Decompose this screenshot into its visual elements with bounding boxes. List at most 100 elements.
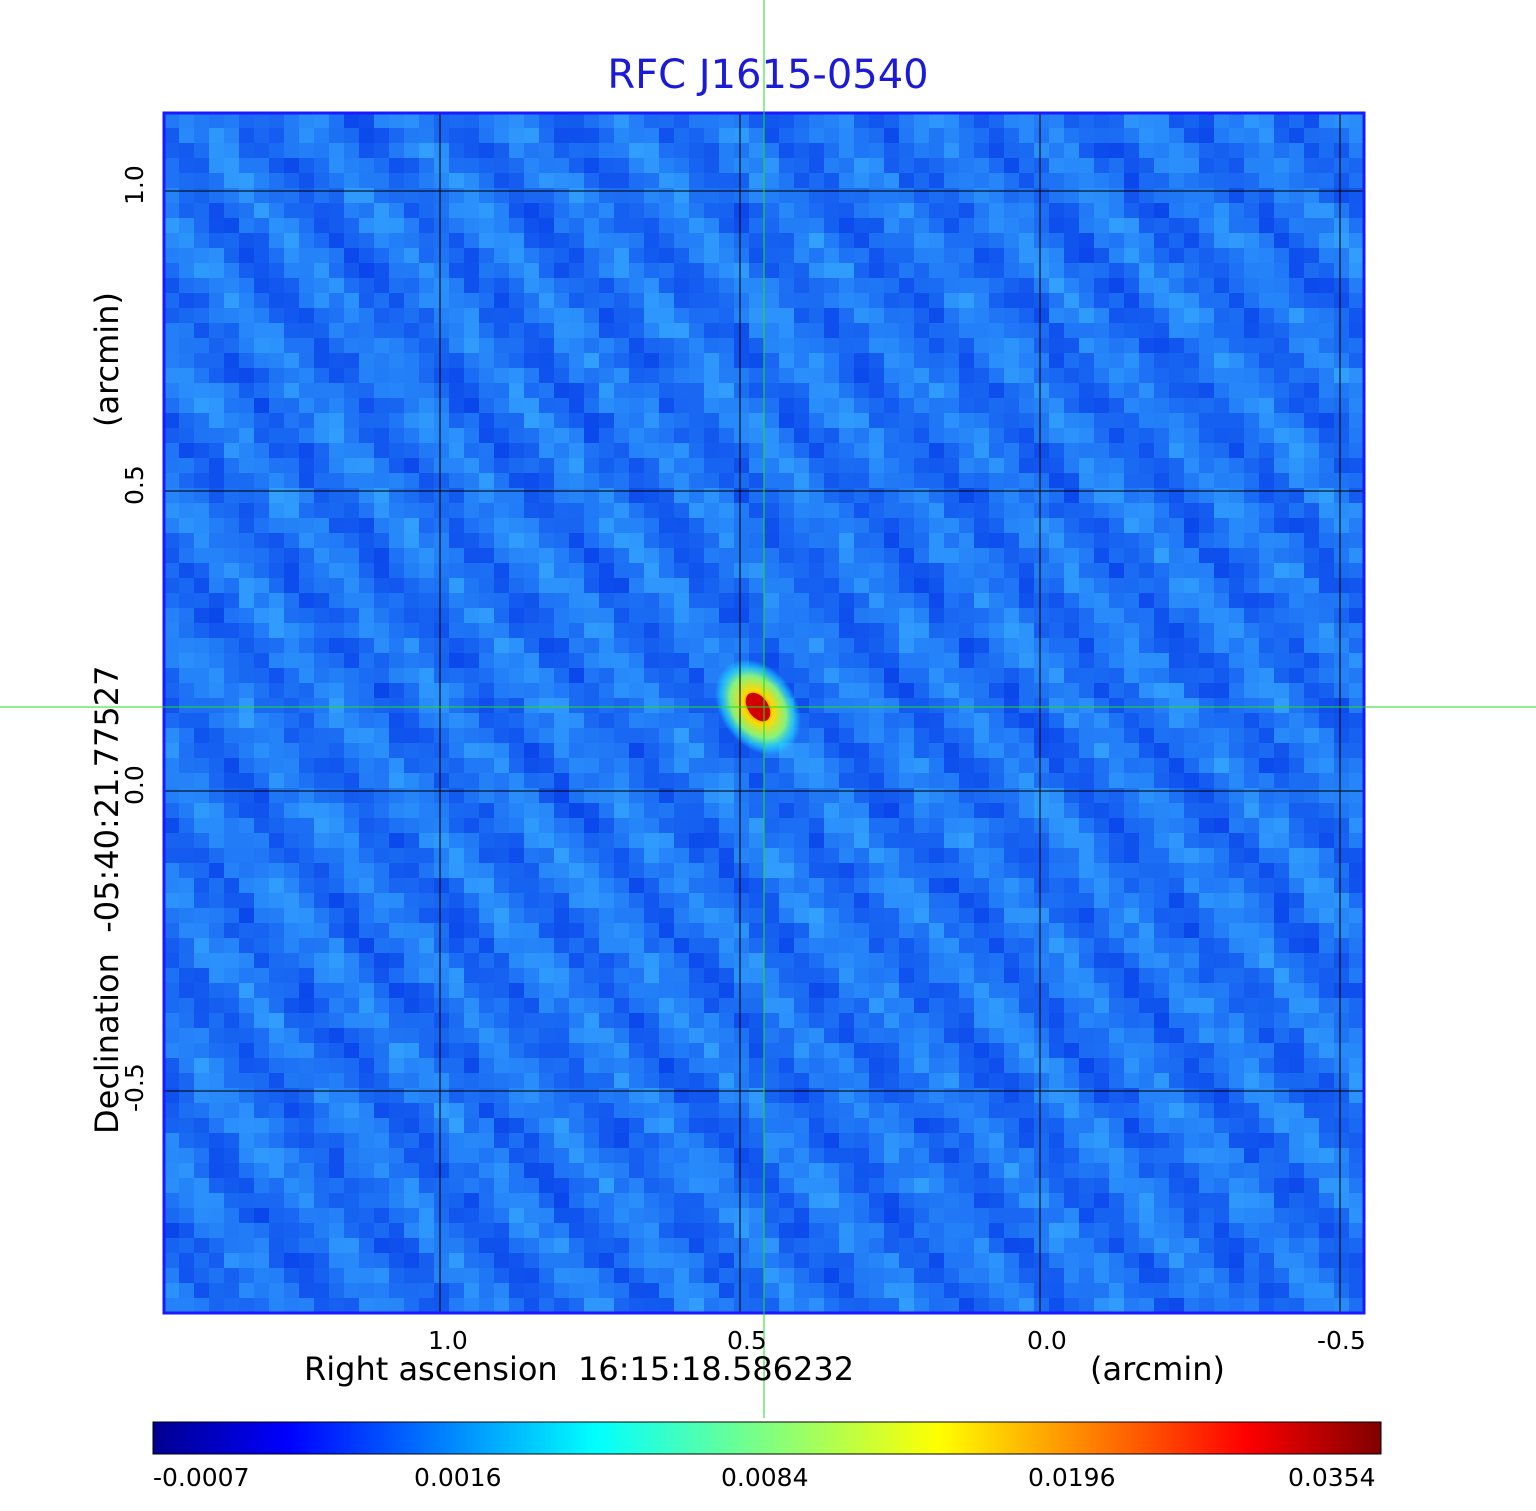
heatmap-cell <box>1004 848 1020 864</box>
heatmap-cell <box>599 353 615 369</box>
heatmap-cell <box>764 878 780 894</box>
heatmap-cell <box>764 1223 780 1239</box>
heatmap-cell <box>509 1043 525 1059</box>
heatmap-cell <box>989 698 1005 714</box>
heatmap-cell <box>854 1028 870 1044</box>
heatmap-cell <box>689 758 705 774</box>
heatmap-cell <box>269 293 285 309</box>
heatmap-cell <box>389 113 405 129</box>
heatmap-cell <box>659 308 675 324</box>
heatmap-cell <box>179 863 195 879</box>
heatmap-cell <box>734 638 750 654</box>
heatmap-cell <box>974 848 990 864</box>
heatmap-cell <box>1019 1013 1035 1029</box>
heatmap-cell <box>749 1268 765 1284</box>
heatmap-cell <box>434 1208 450 1224</box>
heatmap-cell <box>569 578 585 594</box>
heatmap-cell <box>794 428 810 444</box>
heatmap-cell <box>959 803 975 819</box>
heatmap-cell <box>164 803 180 819</box>
heatmap-cell <box>899 833 915 849</box>
heatmap-cell <box>314 263 330 279</box>
heatmap-cell <box>794 968 810 984</box>
heatmap-cell <box>524 983 540 999</box>
heatmap-cell <box>944 938 960 954</box>
heatmap-cell <box>809 743 825 759</box>
heatmap-cell <box>524 413 540 429</box>
heatmap-cell <box>869 383 885 399</box>
heatmap-cell <box>614 278 630 294</box>
heatmap-cell <box>689 1223 705 1239</box>
heatmap-cell <box>539 1148 555 1164</box>
heatmap-cell <box>779 818 795 834</box>
heatmap-cell <box>554 398 570 414</box>
heatmap-cell <box>434 188 450 204</box>
heatmap-cell <box>269 1013 285 1029</box>
heatmap-cell <box>779 368 795 384</box>
heatmap-cell <box>854 1058 870 1074</box>
heatmap-cell <box>359 278 375 294</box>
heatmap-cell <box>359 803 375 819</box>
heatmap-cell <box>554 923 570 939</box>
heatmap-cell <box>929 323 945 339</box>
heatmap-cell <box>584 278 600 294</box>
heatmap-cell <box>464 1118 480 1134</box>
heatmap-cell <box>494 1283 510 1299</box>
heatmap-cell <box>479 938 495 954</box>
heatmap-cell <box>1034 788 1050 804</box>
heatmap-cell <box>809 548 825 564</box>
heatmap-cell <box>329 1043 345 1059</box>
heatmap-cell <box>809 818 825 834</box>
heatmap-cell <box>479 1073 495 1089</box>
heatmap-cell <box>284 563 300 579</box>
heatmap-cell <box>434 368 450 384</box>
heatmap-cell <box>974 878 990 894</box>
heatmap-cell <box>179 518 195 534</box>
heatmap-cell <box>509 878 525 894</box>
heatmap-cell <box>989 128 1005 144</box>
heatmap-cell <box>689 863 705 879</box>
heatmap-cell <box>809 1283 825 1299</box>
heatmap-cell <box>239 488 255 504</box>
heatmap-cell <box>1094 218 1110 234</box>
heatmap-cell <box>299 1043 315 1059</box>
heatmap-cell <box>1049 368 1065 384</box>
heatmap-cell <box>599 803 615 819</box>
heatmap-cell <box>389 413 405 429</box>
heatmap-cell <box>494 1193 510 1209</box>
heatmap-cell <box>749 818 765 834</box>
heatmap-cell <box>269 353 285 369</box>
heatmap-cell <box>914 1238 930 1254</box>
heatmap-cell <box>329 1058 345 1074</box>
heatmap-cell <box>989 218 1005 234</box>
heatmap-cell <box>929 593 945 609</box>
heatmap-cell <box>719 1058 735 1074</box>
heatmap-cell <box>809 608 825 624</box>
heatmap-cell <box>1049 653 1065 669</box>
heatmap-cell <box>554 953 570 969</box>
heatmap-cell <box>989 1088 1005 1104</box>
heatmap-cell <box>314 638 330 654</box>
heatmap-cell <box>434 443 450 459</box>
heatmap-cell <box>419 878 435 894</box>
heatmap-cell <box>1064 563 1080 579</box>
heatmap-cell <box>164 563 180 579</box>
heatmap-cell <box>584 173 600 189</box>
heatmap-cell <box>974 1043 990 1059</box>
heatmap-cell <box>749 1238 765 1254</box>
heatmap-cell <box>1064 878 1080 894</box>
heatmap-cell <box>374 1058 390 1074</box>
heatmap-cell <box>239 1058 255 1074</box>
heatmap-cell <box>374 998 390 1014</box>
heatmap-cell <box>239 998 255 1014</box>
heatmap-cell <box>629 1013 645 1029</box>
heatmap-cell <box>854 908 870 924</box>
heatmap-cell <box>944 848 960 864</box>
heatmap-cell <box>914 743 930 759</box>
heatmap-cell <box>1064 173 1080 189</box>
heatmap-cell <box>914 368 930 384</box>
heatmap-cell <box>974 908 990 924</box>
heatmap-cell <box>539 323 555 339</box>
heatmap-cell <box>194 908 210 924</box>
heatmap-cell <box>539 428 555 444</box>
